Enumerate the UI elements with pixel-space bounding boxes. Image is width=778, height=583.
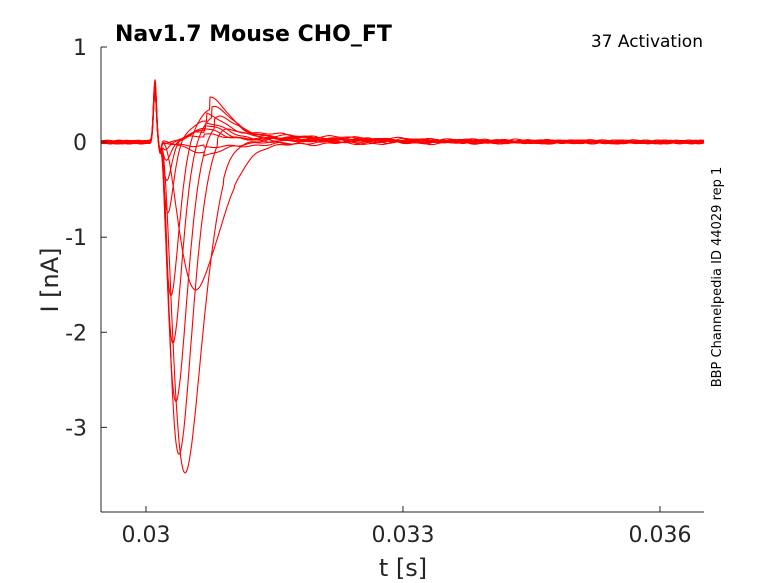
ticks-group: 1 0 -1 -2 -3 0.03 0.033 0.036 <box>65 36 691 548</box>
x-tick-label: 0.03 <box>121 523 170 548</box>
x-tick-label: 0.033 <box>371 523 434 548</box>
current-trace-6 <box>100 88 705 291</box>
x-axis-label: t [s] <box>379 554 427 582</box>
current-trace-12 <box>100 81 705 157</box>
x-tick-label: 0.036 <box>628 523 691 548</box>
chart-subtitle: 37 Activation <box>591 32 703 52</box>
current-trace-13 <box>101 79 705 152</box>
side-label: BBP Channelpedia ID 44029 rep 1 <box>710 167 725 388</box>
y-tick-label: 0 <box>73 131 87 156</box>
y-axis-label: I [nA] <box>36 247 64 312</box>
traces-group <box>100 79 705 474</box>
current-trace-9 <box>101 84 704 161</box>
y-tick-label: -2 <box>65 321 87 346</box>
y-tick-label: -3 <box>65 416 87 441</box>
chart-title: Nav1.7 Mouse CHO_FT <box>115 22 392 47</box>
y-tick-label: -1 <box>65 226 87 251</box>
current-trace-5 <box>100 89 704 297</box>
y-tick-label: 1 <box>73 36 87 61</box>
current-trace-4 <box>101 92 705 344</box>
current-trace-11 <box>100 84 705 153</box>
